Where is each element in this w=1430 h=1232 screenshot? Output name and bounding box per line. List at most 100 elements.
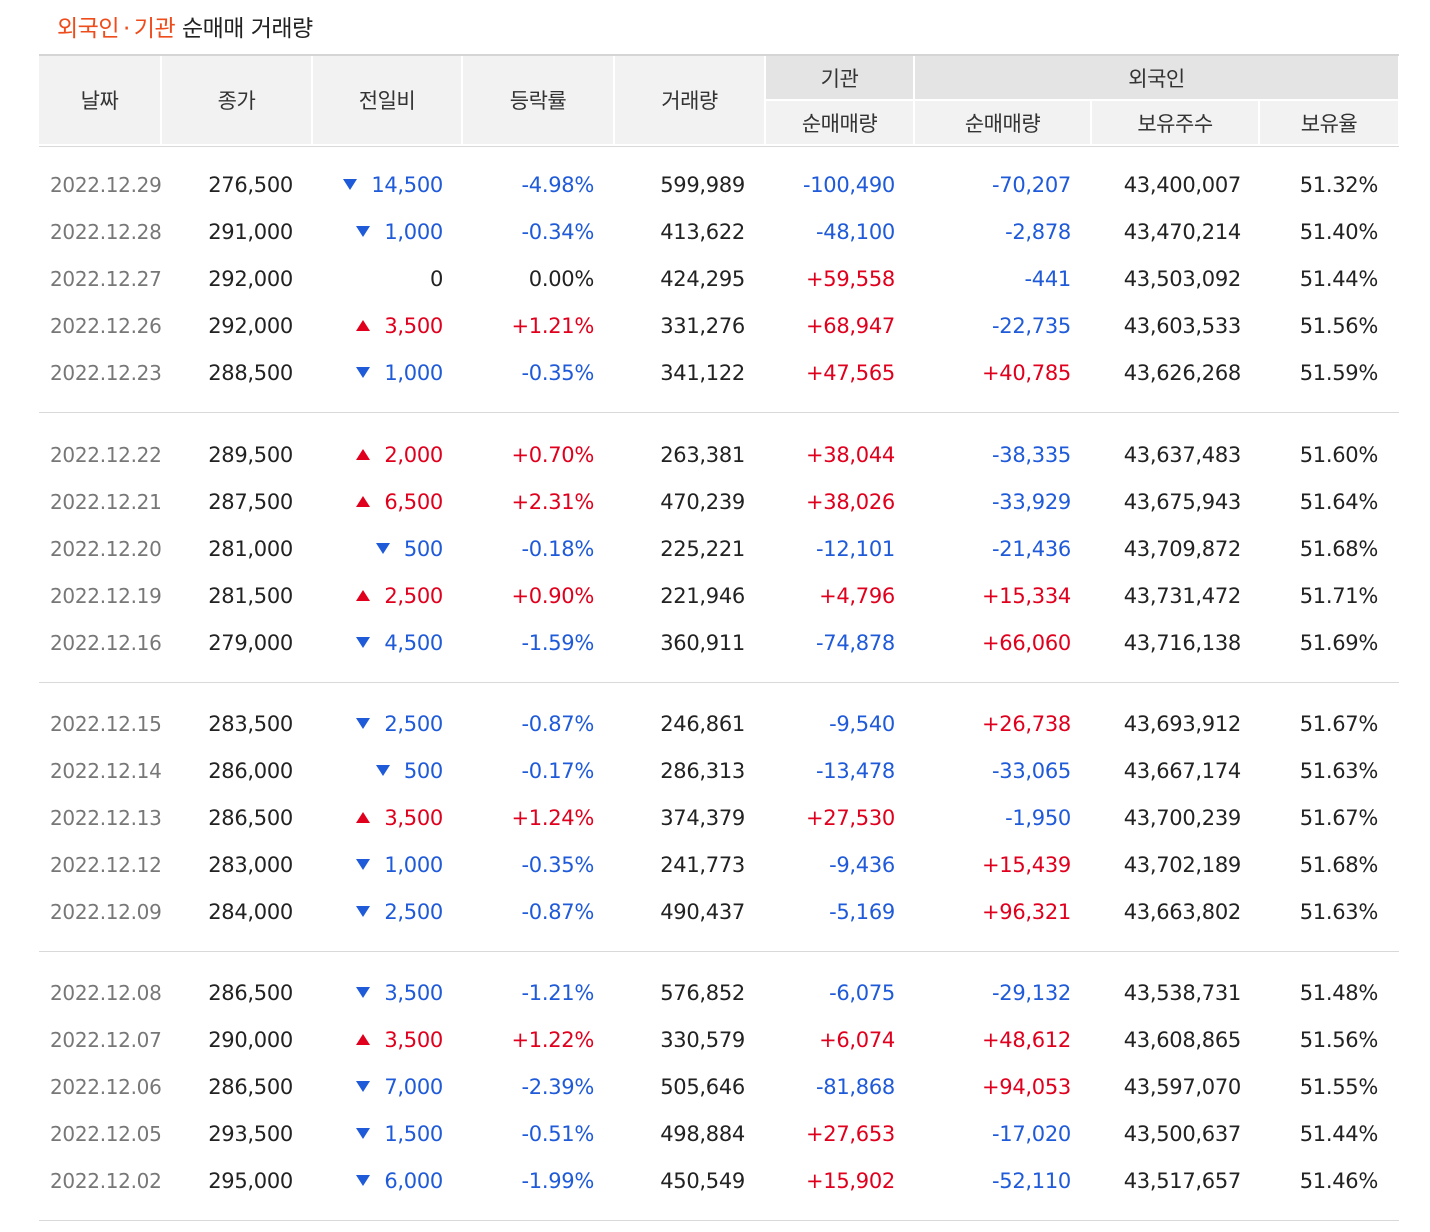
foreign-net-cell: -2,878: [1005, 209, 1071, 256]
volume-cell: 576,852: [660, 970, 745, 1017]
foreign-net-cell-value: +15,439: [982, 853, 1071, 877]
rate-cell: -0.34%: [522, 209, 595, 256]
close-cell: 295,000: [208, 1158, 293, 1205]
inst-net-cell: +6,074: [819, 1017, 895, 1064]
foreign-shares-cell: 43,597,070: [1123, 1064, 1242, 1111]
date-cell-value: 2022.12.06: [50, 1075, 162, 1099]
foreign-shares-cell-value: 43,731,472: [1123, 584, 1242, 608]
table-row: 2022.12.07 290,000 3,500 +1.22% 330,579 +6,07…: [39, 1017, 1399, 1064]
change-cell: 7,000: [356, 1064, 443, 1111]
table-row: 2022.12.19 281,500 2,500 +0.90% 221,946 +4,79…: [39, 573, 1399, 620]
date-cell: 2022.12.21: [50, 479, 162, 526]
foreign-ratio-cell: 51.48%: [1300, 970, 1379, 1017]
table-row: 2022.12.26 292,000 3,500 +1.21% 331,276 +68,9…: [39, 303, 1399, 350]
close-cell-value: 284,000: [208, 900, 293, 924]
date-cell: 2022.12.02: [50, 1158, 162, 1205]
change-cell-value: 3,500: [384, 1028, 443, 1052]
volume-cell-value: 341,122: [660, 361, 745, 385]
volume-cell-value: 490,437: [660, 900, 745, 924]
volume-cell-value: 599,989: [660, 173, 745, 197]
date-cell: 2022.12.27: [50, 256, 162, 303]
table-row: 2022.12.02 295,000 6,000 -1.99% 450,549 +15,9…: [39, 1158, 1399, 1205]
table-row: 2022.12.27 292,000 0 0.00% 424,295 +59,558 -44…: [39, 256, 1399, 303]
foreign-ratio-cell: 51.55%: [1300, 1064, 1379, 1111]
foreign-shares-cell: 43,500,637: [1124, 1111, 1242, 1158]
change-cell-value: 2,500: [384, 584, 443, 608]
change-cell: 2,500: [356, 701, 443, 748]
triangle-down-icon: [356, 717, 371, 729]
foreign-net-cell: -17,020: [992, 1111, 1071, 1158]
close-cell: 290,000: [208, 1017, 293, 1064]
change-cell: 3,500: [356, 795, 443, 842]
foreign-net-cell-value: +94,053: [982, 1075, 1071, 1099]
foreign-net-cell-value: -38,335: [992, 443, 1071, 467]
change-cell-value: 1,000: [384, 361, 443, 385]
foreign-ratio-cell-value: 51.69%: [1299, 631, 1379, 655]
rate-cell: -0.17%: [522, 748, 595, 795]
volume-cell-value: 413,622: [660, 220, 745, 244]
date-cell-value: 2022.12.09: [50, 900, 162, 924]
volume-cell: 599,989: [660, 162, 745, 209]
inst-net-cell: -74,878: [816, 620, 895, 667]
close-cell: 292,000: [208, 256, 293, 303]
foreign-net-cell-value: +48,612: [982, 1028, 1071, 1052]
volume-cell: 450,549: [660, 1158, 745, 1205]
volume-cell: 241,773: [660, 842, 745, 889]
inst-net-cell: +27,653: [806, 1111, 895, 1158]
close-cell-value: 292,000: [208, 314, 293, 338]
rate-cell-value: +1.24%: [511, 806, 594, 830]
volume-cell: 505,646: [660, 1064, 745, 1111]
close-cell: 286,000: [208, 748, 293, 795]
triangle-down-icon: [356, 225, 371, 237]
foreign-net-cell-value: +40,785: [982, 361, 1071, 385]
volume-cell: 413,622: [660, 209, 745, 256]
date-cell-value: 2022.12.15: [50, 712, 162, 736]
foreign-net-cell: -33,065: [992, 748, 1071, 795]
close-cell: 279,000: [208, 620, 293, 667]
date-cell-value: 2022.12.07: [50, 1028, 162, 1052]
foreign-net-cell: -38,335: [992, 432, 1071, 479]
foreign-ratio-cell: 51.63%: [1300, 748, 1379, 795]
table-row: 2022.12.12 283,000 1,000 -0.35% 241,773 -9,43…: [39, 842, 1399, 889]
foreign-shares-cell-value: 43,667,174: [1123, 759, 1242, 783]
change-cell-value: 2,500: [384, 712, 443, 736]
date-cell-value: 2022.12.23: [50, 361, 162, 385]
rate-cell: +2.31%: [511, 479, 594, 526]
inst-net-cell: +27,530: [806, 795, 895, 842]
foreign-shares-cell-value: 43,503,092: [1123, 267, 1242, 291]
change-cell-value: 1,500: [384, 1122, 443, 1146]
inst-net-cell-value: +27,653: [806, 1122, 895, 1146]
rate-cell-value: -1.21%: [521, 981, 595, 1005]
date-cell-value: 2022.12.19: [50, 584, 162, 608]
title-institution: 기관: [133, 16, 176, 42]
inst-net-cell-value: -9,436: [829, 853, 895, 877]
foreign-shares-cell-value: 43,517,657: [1123, 1169, 1242, 1193]
foreign-ratio-cell-value: 51.56%: [1299, 1028, 1379, 1052]
triangle-down-icon: [356, 1127, 371, 1139]
foreign-shares-cell: 43,517,657: [1123, 1158, 1242, 1205]
date-cell: 2022.12.23: [50, 350, 162, 397]
foreign-shares-cell: 43,538,731: [1124, 970, 1242, 1017]
volume-cell-value: 424,295: [660, 267, 745, 291]
close-cell: 284,000: [208, 889, 293, 936]
foreign-net-cell-value: -33,065: [992, 759, 1071, 783]
change-cell: 1,500: [356, 1111, 443, 1158]
rate-cell-value: -0.17%: [521, 759, 595, 783]
inst-net-cell: -9,436: [829, 842, 895, 889]
header-foreign-ratio: 보유율: [1260, 101, 1398, 144]
date-cell: 2022.12.20: [50, 526, 162, 573]
close-cell: 286,500: [208, 795, 293, 842]
foreign-net-cell-value: +15,334: [982, 584, 1071, 608]
table-row: 2022.12.14 286,000 500 -0.17% 286,313 -13,478…: [39, 748, 1399, 795]
rate-cell-value: -0.34%: [521, 220, 595, 244]
inst-net-cell-value: +27,530: [806, 806, 895, 830]
close-cell-value: 286,500: [208, 1075, 293, 1099]
date-cell-value: 2022.12.14: [50, 759, 162, 783]
foreign-ratio-cell-value: 51.67%: [1299, 712, 1379, 736]
foreign-shares-cell-value: 43,626,268: [1123, 361, 1242, 385]
foreign-shares-cell-value: 43,675,943: [1123, 490, 1242, 514]
rate-cell: +1.22%: [511, 1017, 594, 1064]
volume-cell-value: 450,549: [660, 1169, 745, 1193]
inst-net-cell-value: +68,947: [806, 314, 895, 338]
foreign-shares-cell-value: 43,597,070: [1123, 1075, 1242, 1099]
